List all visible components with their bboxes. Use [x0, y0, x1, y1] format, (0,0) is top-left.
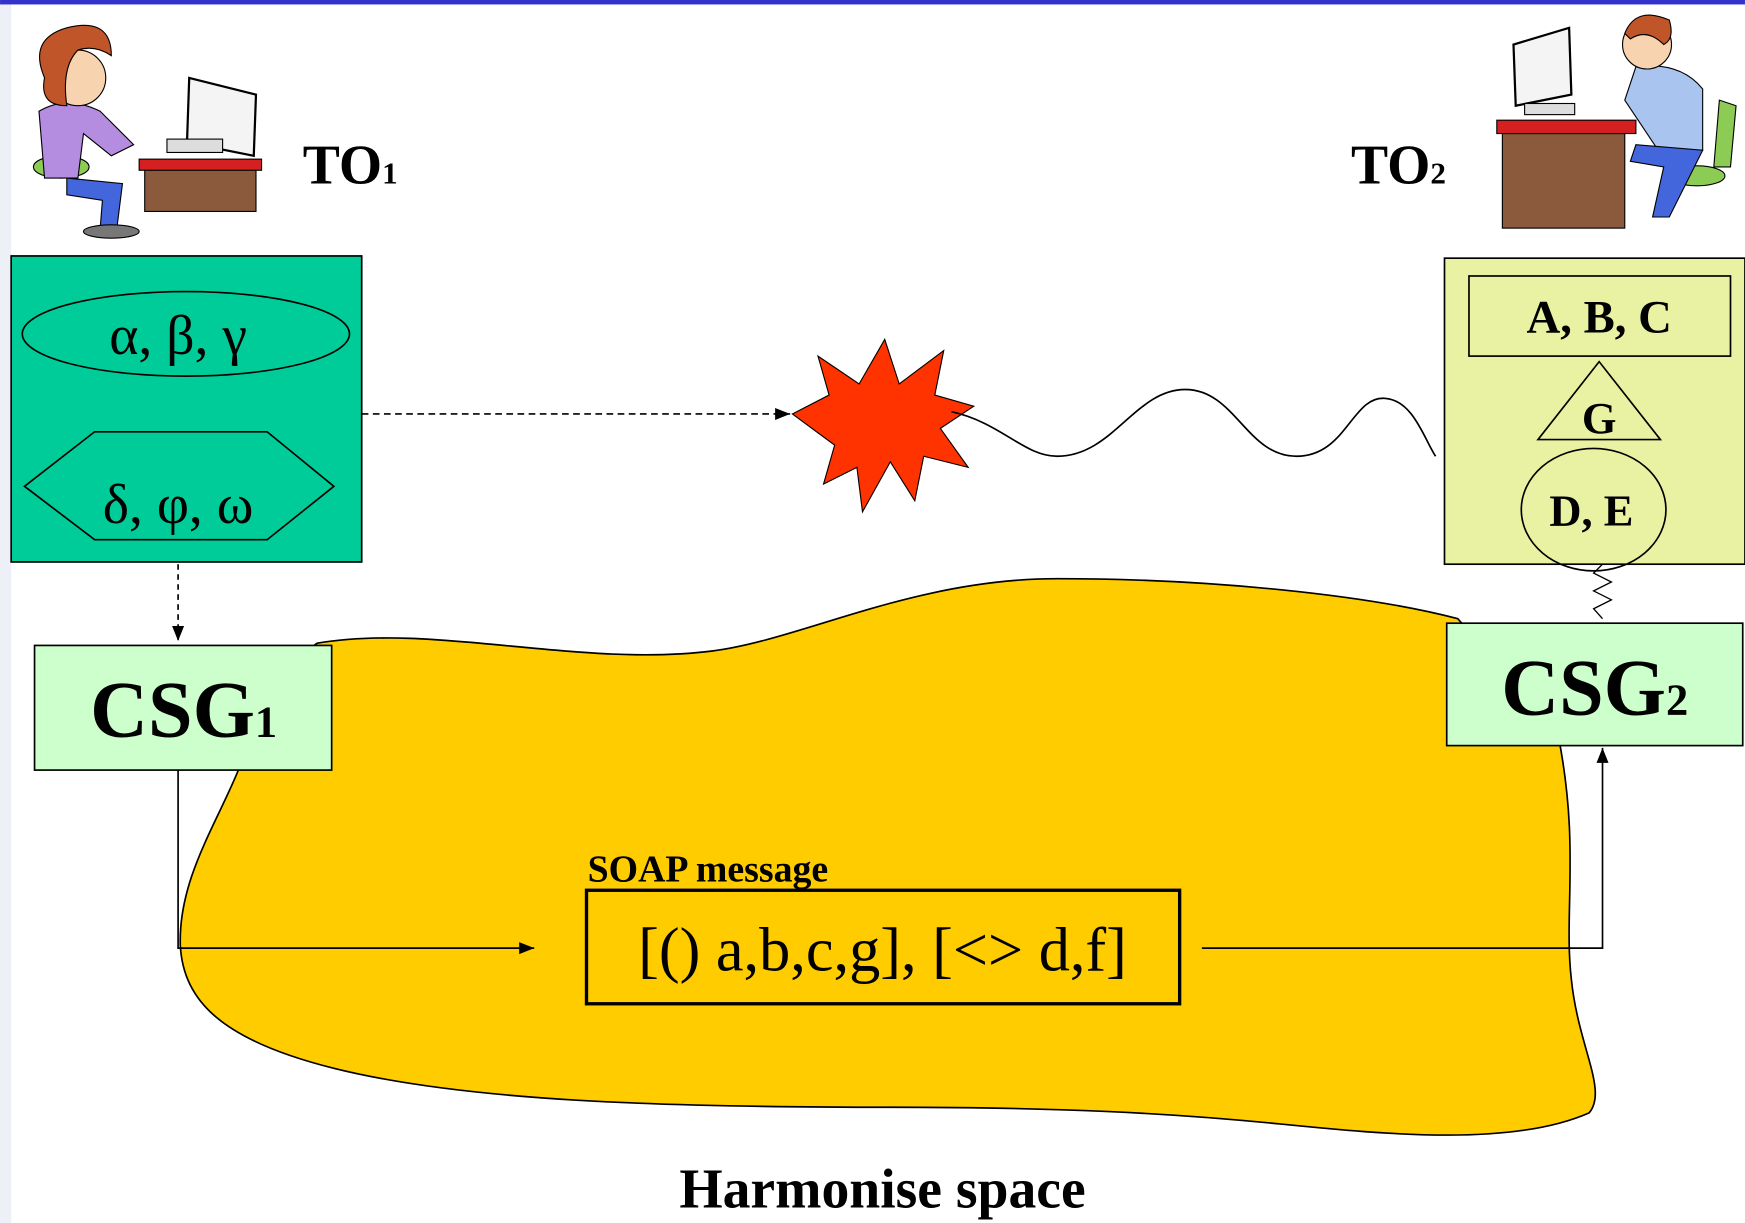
- csg2-label: CSG2: [1501, 644, 1688, 732]
- side-strip: [0, 0, 11, 1223]
- page: TO1 TO2 α, β, γ δ, φ, ω A, B, C G D, E C…: [0, 0, 1745, 1223]
- to1-subscript: 1: [382, 156, 398, 191]
- csg2-text: CSG: [1501, 644, 1666, 732]
- to1-bottom-text: δ, φ, ω: [103, 474, 254, 536]
- to1-text: TO: [303, 135, 382, 197]
- to1-top-text: α, β, γ: [109, 305, 247, 367]
- csg1-label: CSG1: [90, 667, 277, 755]
- to2-middle-text: G: [1582, 393, 1617, 443]
- harmonise-space: [180, 579, 1595, 1135]
- soap-title: SOAP message: [588, 848, 829, 890]
- to2-subscript: 2: [1430, 156, 1446, 191]
- csg1-text: CSG: [90, 667, 255, 755]
- csg1-subscript: 1: [255, 697, 277, 747]
- to2-bottom-text: D, E: [1549, 485, 1633, 535]
- csg2-subscript: 2: [1666, 674, 1688, 724]
- soap-content: [() a,b,c,g], [<> d,f]: [638, 915, 1127, 984]
- diagram: TO1 TO2 α, β, γ δ, φ, ω A, B, C G D, E C…: [0, 0, 1745, 1223]
- top-rule: [0, 0, 1745, 4]
- to2-text: TO: [1351, 135, 1430, 197]
- to2-top-text: A, B, C: [1526, 292, 1671, 344]
- space-label: Harmonise space: [679, 1158, 1085, 1220]
